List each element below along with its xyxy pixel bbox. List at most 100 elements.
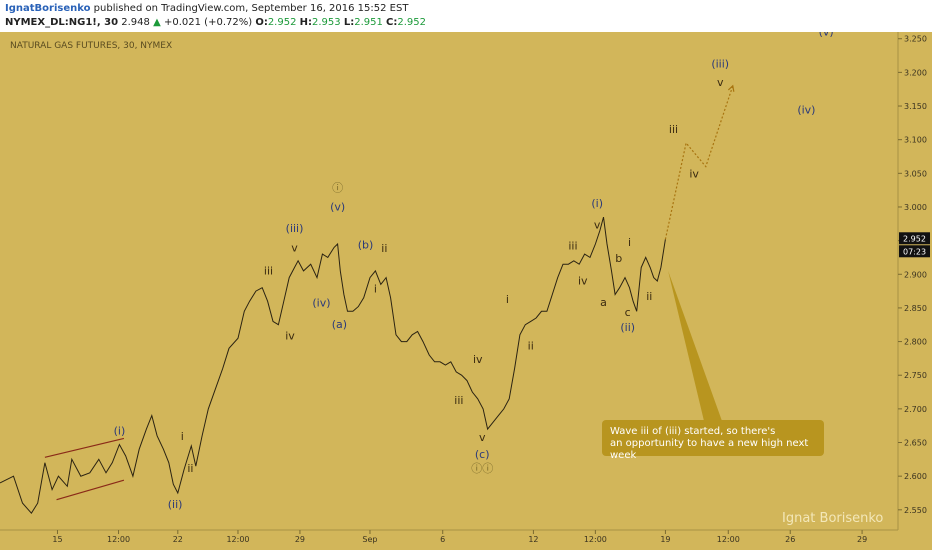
time-tag-bg: [899, 245, 930, 258]
x-tick-label: 15: [52, 535, 62, 544]
wave-label: (ii): [168, 498, 183, 511]
wave-label: ⓘⓘ: [471, 462, 493, 475]
x-tick-label: 22: [173, 535, 183, 544]
change-value: +0.021 (+0.72%): [163, 17, 253, 28]
x-tick-label: 6: [440, 535, 445, 544]
wave-label: ii: [528, 340, 534, 353]
wave-label: (iii): [286, 222, 304, 235]
wave-label: iii: [454, 394, 463, 407]
annotation-line: Wave iii of (iii) started, so there's: [610, 426, 775, 437]
x-tick-label: 29: [857, 535, 867, 544]
projection-path: [664, 85, 734, 240]
projection-arrowhead: [727, 84, 735, 92]
close-value: 2.952: [397, 17, 427, 28]
wave-label: (b): [358, 239, 374, 252]
y-tick-label: 2.650: [904, 439, 927, 448]
watermark-text: Ignat Borisenko: [782, 511, 883, 526]
y-tick-label: 3.050: [904, 169, 927, 178]
y-tick-label: 3.200: [904, 68, 927, 77]
wave-label: (v): [330, 200, 345, 213]
open-label: O:: [255, 17, 268, 28]
wave-label: i: [181, 430, 184, 443]
low-label: L:: [343, 17, 355, 28]
open-value: 2.952: [267, 17, 297, 28]
wave-label: b: [615, 252, 622, 265]
wave-label: iv: [285, 330, 295, 343]
low-value: 2.951: [354, 17, 383, 28]
x-tick-label: 26: [785, 535, 795, 544]
wave-label: ii: [646, 290, 652, 303]
wave-label: ii: [187, 462, 193, 475]
annotation-box: [602, 420, 824, 456]
y-tick-label: 2.800: [904, 338, 927, 347]
wave-label: (a): [332, 318, 347, 331]
author-link[interactable]: IgnatBorisenko: [5, 3, 91, 14]
wave-label: v: [594, 219, 601, 232]
wave-label: i: [506, 293, 509, 306]
x-tick-label: 12:00: [107, 535, 130, 544]
y-tick-label: 3.250: [904, 35, 927, 44]
wave-label: (iii): [711, 58, 729, 71]
last-price: 2.948: [121, 17, 150, 28]
x-tick-label: 12:00: [717, 535, 740, 544]
x-tick-label: 12:00: [584, 535, 607, 544]
callout-pointer: [668, 270, 722, 421]
wave-label: iii: [264, 264, 273, 277]
y-tick-label: 2.750: [904, 371, 927, 380]
wave-label: i: [628, 236, 631, 249]
channel-line: [56, 479, 125, 501]
price-series-line: [0, 216, 666, 515]
wave-label: (iv): [312, 297, 330, 310]
y-tick-label: 2.600: [904, 472, 927, 481]
wave-label: iv: [689, 167, 699, 180]
x-tick-label: 12:00: [226, 535, 249, 544]
time-tag-value: 07:23: [903, 247, 926, 256]
ohlc-line: NYMEX_DL:NG1!, 30 2.948 ▲ +0.021 (+0.72%…: [5, 17, 426, 28]
wave-label: iv: [473, 353, 483, 366]
wave-label: (iv): [797, 103, 815, 116]
time-axis: 15 12:00 22 12:00 29 Sep 6 12 12:00 19 12:00 26 29: [52, 530, 867, 544]
x-tick-label: 12: [528, 535, 538, 544]
wave-label: v: [717, 76, 724, 89]
y-tick-label: 2.900: [904, 270, 927, 279]
wave-label: i: [374, 282, 377, 295]
annotation-text: Wave iii of (iii) started, so there's an …: [610, 426, 808, 461]
publish-line: IgnatBorisenko published on TradingView.…: [5, 3, 408, 14]
x-tick-label: 29: [295, 535, 305, 544]
y-tick-label: 2.850: [904, 304, 927, 313]
x-tick-label: Sep: [362, 535, 377, 544]
y-tick-label: 3.150: [904, 102, 927, 111]
price-tag-bg: [899, 232, 930, 245]
publish-info: published on TradingView.com, September …: [93, 3, 409, 14]
wave-label: (v): [819, 32, 834, 38]
y-tick-label: 3.000: [904, 203, 927, 212]
wave-label: a: [600, 296, 607, 309]
price-tag-value: 2.952: [903, 234, 926, 243]
wave-label: iii: [568, 239, 577, 252]
y-tick-label: 2.550: [904, 506, 927, 515]
wave-label: ii: [381, 242, 387, 255]
close-label: C:: [386, 17, 398, 28]
price-chart[interactable]: NATURAL GAS FUTURES, 30, NYMEX 2.550 2.60…: [0, 32, 932, 550]
wave-label: (c): [475, 448, 490, 461]
annotation-line: week: [610, 450, 636, 461]
header-bar: IgnatBorisenko published on TradingView.…: [0, 0, 932, 32]
annotation-line: an opportunity to have a new high next: [610, 438, 808, 449]
wave-label: c: [625, 306, 631, 319]
y-tick-label: 3.100: [904, 136, 927, 145]
chart-background: [0, 32, 932, 550]
channel-lines: [44, 437, 125, 501]
wave-label: v: [479, 431, 486, 444]
high-label: H:: [299, 17, 313, 28]
wave-label: iv: [578, 274, 588, 287]
pane-title: NATURAL GAS FUTURES, 30, NYMEX: [10, 41, 172, 51]
wave-label: ⓘ: [332, 181, 343, 194]
wave-label: v: [291, 241, 298, 254]
wave-label: (i): [114, 424, 126, 437]
wave-label: iii: [669, 123, 678, 136]
wave-label: (ii): [620, 321, 635, 334]
y-tick-label: 2.700: [904, 405, 927, 414]
symbol-label[interactable]: NYMEX_DL:NG1!, 30: [5, 17, 119, 28]
